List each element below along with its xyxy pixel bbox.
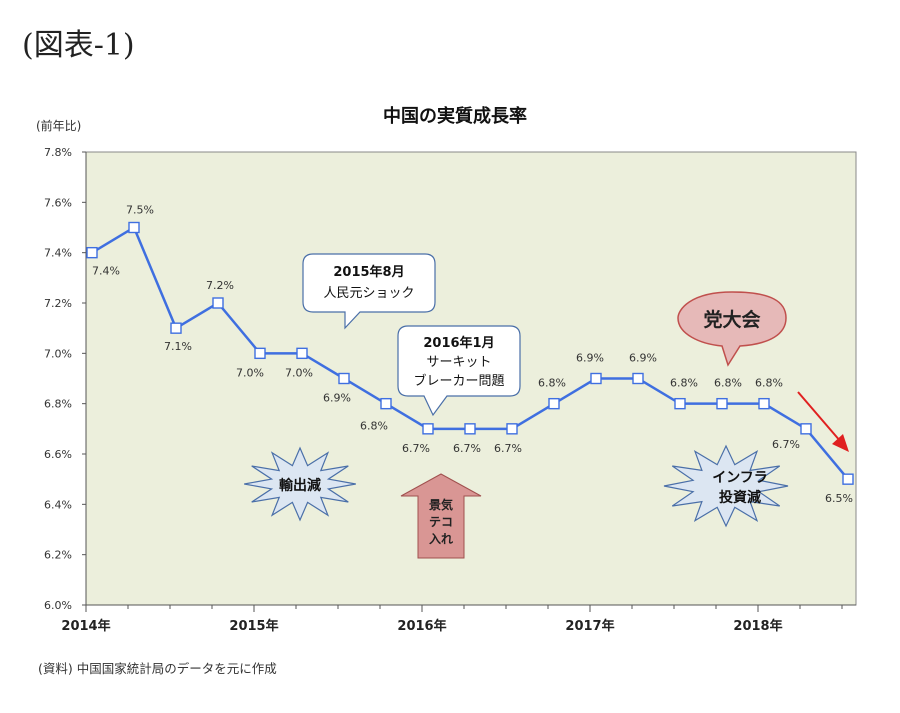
data-point [212,297,224,309]
data-label: 6.9% [323,392,351,405]
y-tick-label: 6.0% [44,599,72,612]
y-tick-label: 7.8% [44,146,72,159]
data-label: 6.9% [576,352,604,365]
burst-infra-label: インフラ [712,470,768,486]
data-point [422,423,434,435]
data-point [674,397,686,410]
chart-title: 中国の実質成長率 [383,105,527,127]
data-point [758,397,770,410]
y-tick-label: 6.6% [44,448,72,461]
data-label: 6.5% [825,492,853,505]
callout-2016-text: 2016年1月 [423,335,494,351]
y-tick-label: 7.4% [44,247,72,260]
data-label: 7.0% [236,366,264,379]
data-label: 6.8% [755,377,783,390]
stimulus-arrow-label: 入れ [429,532,453,546]
down-trend-arrow-head [832,434,849,452]
x-year-label: 2018年 [733,618,782,634]
burst-infra [663,444,789,528]
y-tick-label: 7.6% [44,196,72,209]
data-point [86,246,98,259]
data-point [506,423,518,435]
stimulus-arrow [400,473,482,559]
stimulus-arrow-label: 景気 [429,497,453,512]
data-label: 6.8% [360,420,388,433]
data-label: 7.0% [285,366,313,379]
callout-2015 [302,253,436,330]
series-layer: 7.4% 7.5% 7.1% 7.2% 7.0% 7.0% 6.9% 6.8% 6.7% 6.7%… [86,204,854,505]
data-label: 6.7% [494,442,522,455]
data-point [170,322,182,334]
callout-2016 [397,325,521,417]
data-label: 7.1% [164,340,192,353]
callout-2016-text: サーキット [426,355,491,370]
data-point [296,347,308,360]
data-point [632,372,644,385]
data-label: 6.7% [772,438,800,451]
data-label: 6.8% [670,377,698,390]
axes: 6.0% 6.2% 6.4% 6.6% 6.8% 7.0% 7.2% 7.4% 7.6% 7.8%… [44,146,856,634]
data-label: 7.2% [206,279,234,292]
stimulus-arrow-label: テコ [429,515,453,529]
y-tick-label: 7.2% [44,297,72,310]
party-congress-label: 党大会 [703,308,760,331]
data-point [254,347,266,360]
data-label: 7.5% [126,204,154,217]
y-tick-label: 6.8% [44,398,72,411]
data-point [464,423,476,435]
data-label: 6.7% [453,442,481,455]
data-label: 6.9% [629,352,657,365]
data-point [548,397,560,410]
data-point [800,423,812,435]
data-label: 6.8% [538,377,566,390]
x-year-label: 2015年 [229,618,278,634]
figure-label: (図表-1) [22,28,135,63]
x-year-label: 2017年 [565,618,614,634]
data-label: 7.4% [92,265,120,278]
burst-exports-label: 輸出減 [279,477,321,494]
data-label: 6.7% [402,442,430,455]
data-point [380,397,392,410]
x-year-label: 2014年 [61,618,110,634]
party-congress-bubble [677,291,787,367]
callout-2015-text: 人民元ショック [323,286,414,301]
y-tick-label: 6.4% [44,498,72,511]
source-note: (資料) 中国国家統計局のデータを元に作成 [38,661,277,676]
data-point [338,372,350,385]
burst-exports [244,446,356,522]
data-point [716,397,728,410]
y-tick-label: 6.2% [44,549,72,562]
y-tick-label: 7.0% [44,347,72,360]
data-point [128,221,140,234]
data-point [590,372,602,385]
data-label: 6.8% [714,377,742,390]
data-point [842,473,854,485]
x-year-label: 2016年 [397,618,446,634]
callout-2015-text: 2015年8月 [333,264,404,280]
y-axis-label: (前年比) [36,118,81,133]
down-trend-arrow-shaft [797,391,842,443]
callout-2016-text: ブレーカー問題 [413,373,504,389]
burst-infra-label: 投資減 [719,489,761,506]
